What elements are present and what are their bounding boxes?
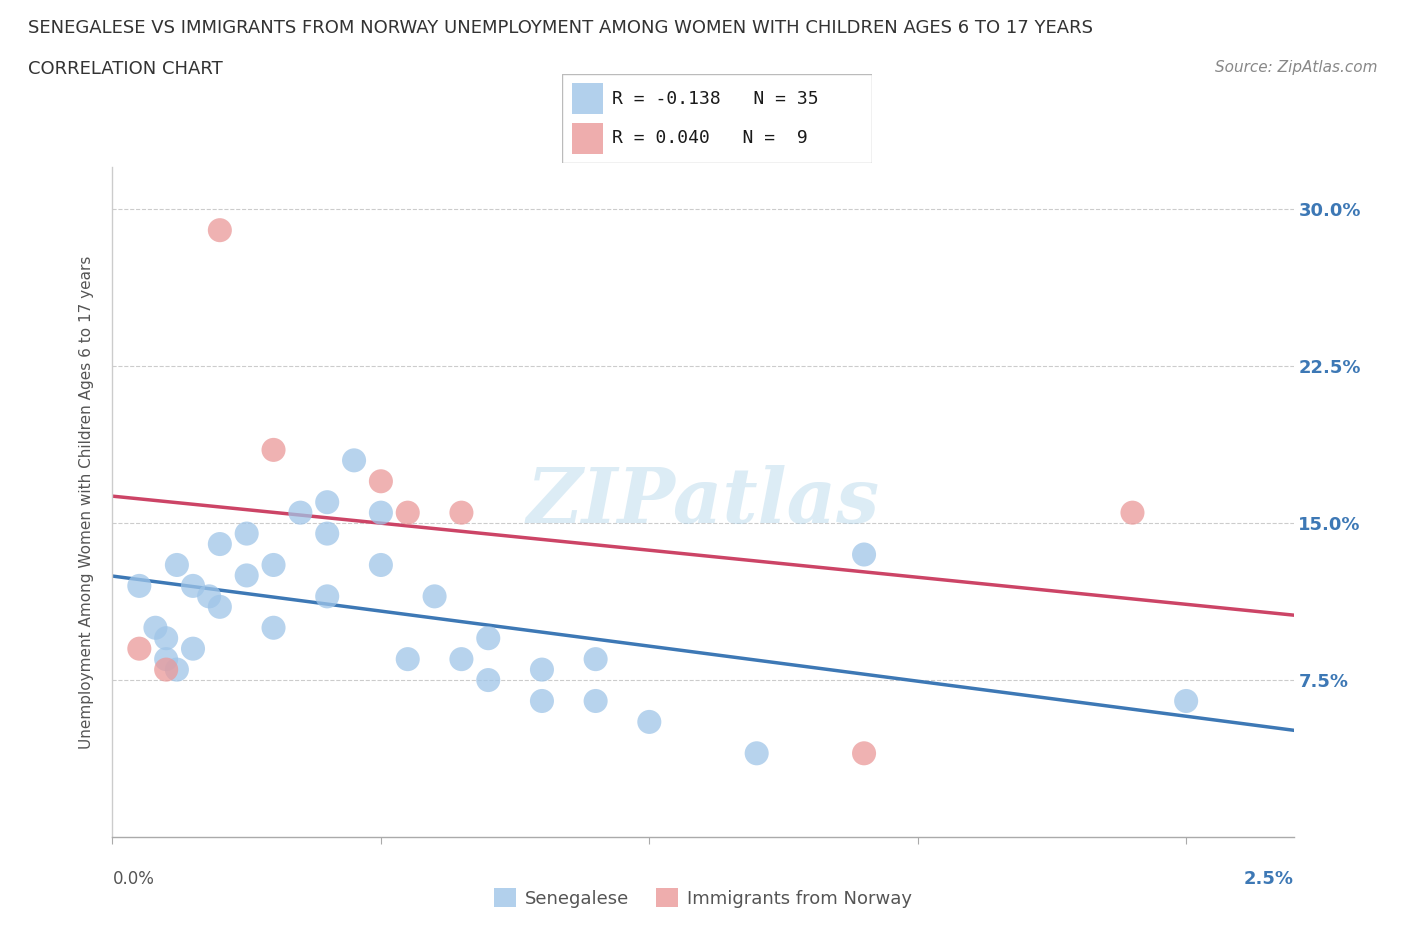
Text: ZIPatlas: ZIPatlas [526, 465, 880, 539]
Point [181, 642, 204, 657]
Bar [572, 123, 603, 154]
Point [290, 505, 312, 520]
Point [263, 443, 285, 458]
Point [370, 505, 392, 520]
Text: R = 0.040   N =  9: R = 0.040 N = 9 [612, 129, 807, 148]
Point [155, 652, 177, 667]
Point [208, 223, 231, 238]
Bar [572, 84, 603, 114]
Point [745, 746, 768, 761]
Point [477, 631, 499, 645]
Text: R = -0.138   N = 35: R = -0.138 N = 35 [612, 89, 818, 108]
Point [370, 558, 392, 573]
Text: Source: ZipAtlas.com: Source: ZipAtlas.com [1215, 60, 1378, 75]
Point [423, 589, 446, 604]
Point [638, 714, 661, 729]
Point [208, 600, 231, 615]
Text: 0.0%: 0.0% [112, 870, 155, 887]
Point [343, 453, 366, 468]
Point [235, 526, 257, 541]
Point [396, 652, 419, 667]
Point [198, 589, 221, 604]
Point [853, 547, 876, 562]
Point [263, 558, 285, 573]
Point [166, 662, 188, 677]
Point [155, 662, 177, 677]
Point [316, 495, 339, 510]
Point [450, 652, 472, 667]
Point [316, 526, 339, 541]
Point [316, 589, 339, 604]
Point [396, 505, 419, 520]
Point [853, 746, 876, 761]
Point [585, 652, 607, 667]
Point [235, 568, 257, 583]
Point [450, 505, 472, 520]
Point [530, 694, 553, 709]
Y-axis label: Unemployment Among Women with Children Ages 6 to 17 years: Unemployment Among Women with Children A… [79, 256, 94, 749]
Legend: Senegalese, Immigrants from Norway: Senegalese, Immigrants from Norway [486, 882, 920, 915]
Point [530, 662, 553, 677]
Point [477, 672, 499, 687]
Point [208, 537, 231, 551]
Point [155, 631, 177, 645]
Point [585, 694, 607, 709]
Text: SENEGALESE VS IMMIGRANTS FROM NORWAY UNEMPLOYMENT AMONG WOMEN WITH CHILDREN AGES: SENEGALESE VS IMMIGRANTS FROM NORWAY UNE… [28, 19, 1092, 36]
Point [145, 620, 167, 635]
Point [1121, 505, 1143, 520]
Point [128, 578, 150, 593]
Point [166, 558, 188, 573]
Text: 2.5%: 2.5% [1243, 870, 1294, 887]
Point [370, 474, 392, 489]
Text: CORRELATION CHART: CORRELATION CHART [28, 60, 224, 78]
Point [263, 620, 285, 635]
Point [181, 578, 204, 593]
Point [1175, 694, 1198, 709]
Point [128, 642, 150, 657]
